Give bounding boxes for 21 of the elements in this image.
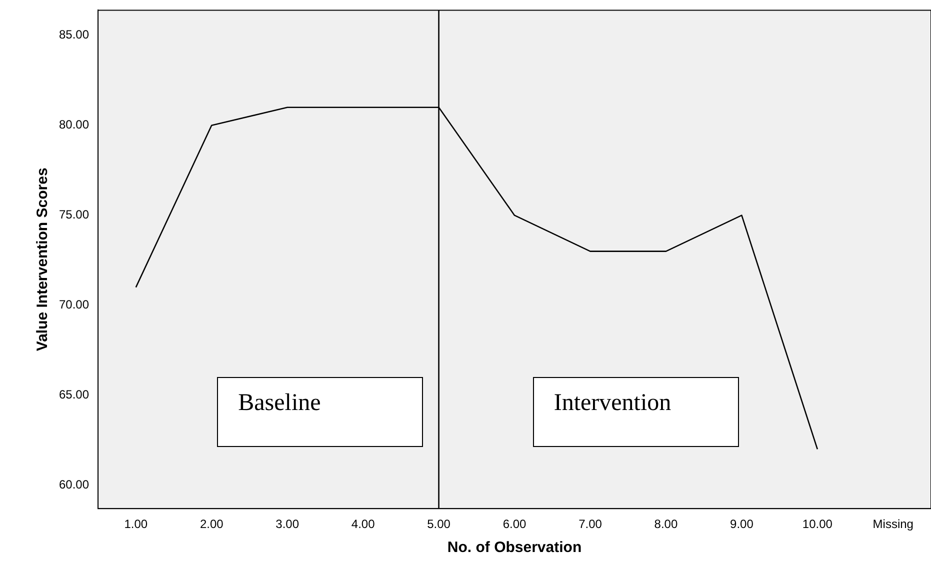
x-tick-label: 7.00: [578, 517, 602, 532]
y-tick-label: 70.00: [59, 298, 90, 312]
x-tick-label: 1.00: [124, 517, 148, 532]
x-tick-label: 10.00: [802, 517, 833, 532]
x-tick-label: 5.00: [427, 517, 451, 532]
x-tick-label: 6.00: [502, 517, 527, 532]
text-box: Baseline: [217, 377, 423, 448]
y-tick-label: 60.00: [59, 478, 90, 492]
x-tick-label: 8.00: [654, 517, 678, 532]
x-axis-title: No. of Observation: [447, 539, 582, 556]
y-tick-label: 80.00: [59, 118, 90, 132]
y-tick-label: 65.00: [59, 388, 90, 402]
x-tick-label: 2.00: [200, 517, 224, 532]
x-tick-label: 3.00: [276, 517, 300, 532]
x-tick-label: Missing: [872, 517, 914, 532]
text-box: Intervention: [532, 377, 739, 448]
y-axis-title: Value Intervention Scores: [34, 168, 52, 352]
x-tick-label: 4.00: [351, 517, 376, 532]
y-tick-label: 85.00: [59, 28, 90, 42]
y-tick-label: 75.00: [59, 208, 90, 222]
x-tick-label: 9.00: [730, 517, 754, 532]
